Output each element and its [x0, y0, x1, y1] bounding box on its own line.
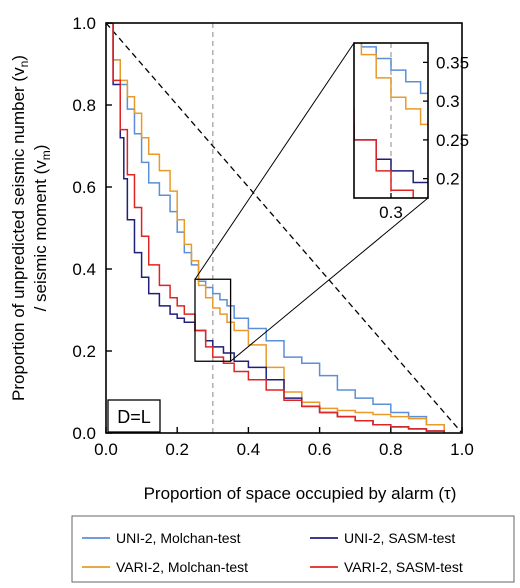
x-tick-label: 0.4 [237, 440, 261, 459]
x-tick-label: 1.0 [450, 440, 474, 459]
inset-y-tick-label: 0.25 [436, 131, 469, 150]
legend-label-1: UNI-2, Molchan-test [116, 530, 241, 546]
inset-series-line-2 [360, 43, 428, 126]
region-label: D=L [117, 407, 151, 427]
y-axis-title: Proportion of unpredicted seismic number… [9, 55, 31, 401]
x-axis-title: Proportion of space occupied by alarm (τ… [144, 484, 457, 503]
zoom-connector-top [194, 42, 355, 280]
zoom-connector-bottom [230, 197, 429, 362]
region-label-box [107, 399, 161, 433]
zoom-indicator [194, 42, 429, 362]
y-tick-label: 1.0 [72, 14, 96, 33]
legend-box [71, 515, 515, 583]
inset-series-line-4 [354, 108, 414, 198]
x-tick-label: 0.8 [379, 440, 403, 459]
legend-label-4: VARI-2, SASM-test [344, 559, 463, 575]
y-axis-title-close2: ) [31, 145, 50, 151]
y-tick-label: 0.8 [72, 96, 96, 115]
y-axis-title-2: / seismic moment (vm) [31, 145, 53, 312]
inset-series-line-1 [360, 43, 428, 95]
x-tick-label: 0.2 [165, 440, 189, 459]
inset-x-tick-label: 0.3 [379, 203, 403, 222]
plot-frame [105, 22, 463, 434]
y-tick-label: 0.6 [72, 178, 96, 197]
legend: UNI-2, Molchan-test VARI-2, Molchan-test U… [82, 530, 463, 575]
y-axis-title-sub2: m [39, 150, 53, 160]
y-tick-label: 0.4 [72, 260, 96, 279]
series-lines [106, 23, 445, 433]
x-tick-label: 0.0 [94, 440, 118, 459]
legend-label-3: UNI-2, SASM-test [344, 530, 455, 546]
y-axis-title-sub1: n [17, 61, 31, 68]
inset-y-tick-label: 0.2 [436, 170, 460, 189]
y-axis-title-close1: ) [9, 55, 28, 61]
y-axis-title-line1: Proportion of unpredicted seismic number… [9, 67, 28, 401]
series-line-4 [106, 23, 445, 433]
y-axis-title-line2: / seismic moment (v [31, 160, 50, 312]
reference-lines [106, 23, 462, 433]
y-tick-label: 0.2 [72, 342, 96, 361]
inset-series-line-3 [354, 123, 428, 184]
y-tick-label: 0.0 [72, 424, 96, 443]
inset-y-tick-label: 0.3 [436, 92, 460, 111]
x-tick-label: 0.6 [308, 440, 332, 459]
reference-diagonal-line [106, 23, 462, 433]
legend-label-2: VARI-2, Molchan-test [116, 559, 248, 575]
zoom-box [194, 278, 232, 362]
series-line-1 [106, 23, 445, 433]
series-line-2 [106, 23, 445, 433]
axis-ticks: 0.0 0.2 0.4 0.6 0.8 1.0 0.0 0.2 0.4 0.6 0.8 1.0 [72, 14, 473, 459]
inset-series-lines [354, 43, 428, 198]
inset-ticks: 0.3 0.35 0.3 0.25 0.2 [379, 53, 469, 222]
inset-y-tick-label: 0.35 [436, 53, 469, 72]
